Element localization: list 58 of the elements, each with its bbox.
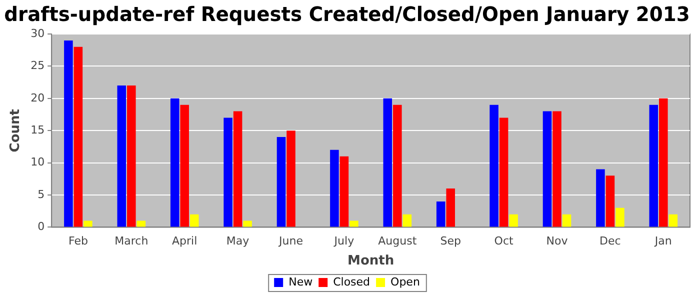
y-tick-label: 20 (30, 91, 45, 104)
y-tick-label: 5 (38, 188, 45, 201)
bar (562, 214, 572, 227)
x-tick-label: Oct (494, 234, 514, 248)
x-tick-label: Dec (600, 234, 621, 248)
bar (276, 137, 286, 227)
legend-label: Closed (333, 275, 370, 288)
bar (127, 86, 136, 227)
bar (616, 208, 624, 227)
x-tick-label: May (226, 234, 250, 248)
x-tick-label: Jan (654, 234, 672, 248)
bar (446, 188, 455, 227)
bar (350, 220, 358, 227)
y-tick-label: 25 (30, 59, 45, 72)
bar (330, 150, 339, 227)
bar (286, 130, 296, 227)
x-axis-title: Month (348, 254, 394, 269)
x-tick-label: Sep (440, 234, 461, 248)
bar (383, 98, 392, 227)
bar (606, 176, 615, 227)
x-tick-label: June (278, 234, 304, 248)
bar (596, 169, 605, 227)
bar (243, 220, 252, 227)
y-tick-label: 10 (30, 156, 45, 169)
x-tick-label: Feb (68, 234, 88, 248)
bar (233, 111, 242, 227)
bar (180, 104, 189, 227)
bar (436, 201, 446, 227)
x-tick-label: April (172, 234, 198, 248)
bar (542, 111, 552, 227)
bar (117, 86, 126, 227)
bar (190, 214, 199, 227)
x-tick-label: July (333, 234, 355, 248)
bar (649, 104, 658, 227)
bar (84, 220, 92, 227)
bar (64, 40, 73, 227)
bar (170, 98, 180, 227)
legend-label: New (288, 275, 313, 288)
bar (402, 214, 412, 227)
bar (490, 104, 498, 227)
x-tick-label: August (378, 234, 418, 248)
y-axis-title: Count (8, 109, 24, 152)
chart-title: drafts-update-ref Requests Created/Closed/Open January 2013 (4, 2, 690, 26)
bar (224, 118, 232, 227)
bar (668, 214, 678, 227)
y-tick-label: 30 (30, 26, 45, 40)
bar (659, 98, 668, 227)
x-tick-label: Nov (546, 234, 568, 248)
bar (74, 46, 83, 227)
x-tick-label: March (114, 234, 148, 248)
bar (393, 104, 402, 227)
bar (340, 156, 349, 227)
y-tick-label: 0 (38, 220, 45, 234)
bar (499, 118, 508, 227)
bar (552, 111, 562, 227)
bar (509, 214, 518, 227)
legend-label: Open (390, 275, 420, 288)
y-tick-label: 15 (30, 123, 45, 136)
